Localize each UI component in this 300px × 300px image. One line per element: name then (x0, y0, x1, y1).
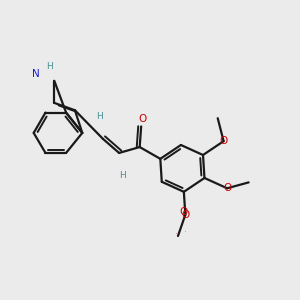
Text: O: O (181, 210, 190, 220)
Text: O: O (223, 183, 231, 193)
Text: H: H (46, 61, 53, 70)
Text: O: O (180, 207, 188, 217)
Text: N: N (32, 69, 40, 79)
Text: O: O (178, 235, 179, 236)
Text: O: O (220, 136, 228, 146)
Text: O: O (139, 114, 147, 124)
Text: H: H (97, 112, 103, 121)
Text: O: O (174, 235, 175, 236)
Text: H: H (119, 170, 125, 179)
Text: O: O (176, 232, 177, 233)
Text: O: O (185, 231, 187, 232)
